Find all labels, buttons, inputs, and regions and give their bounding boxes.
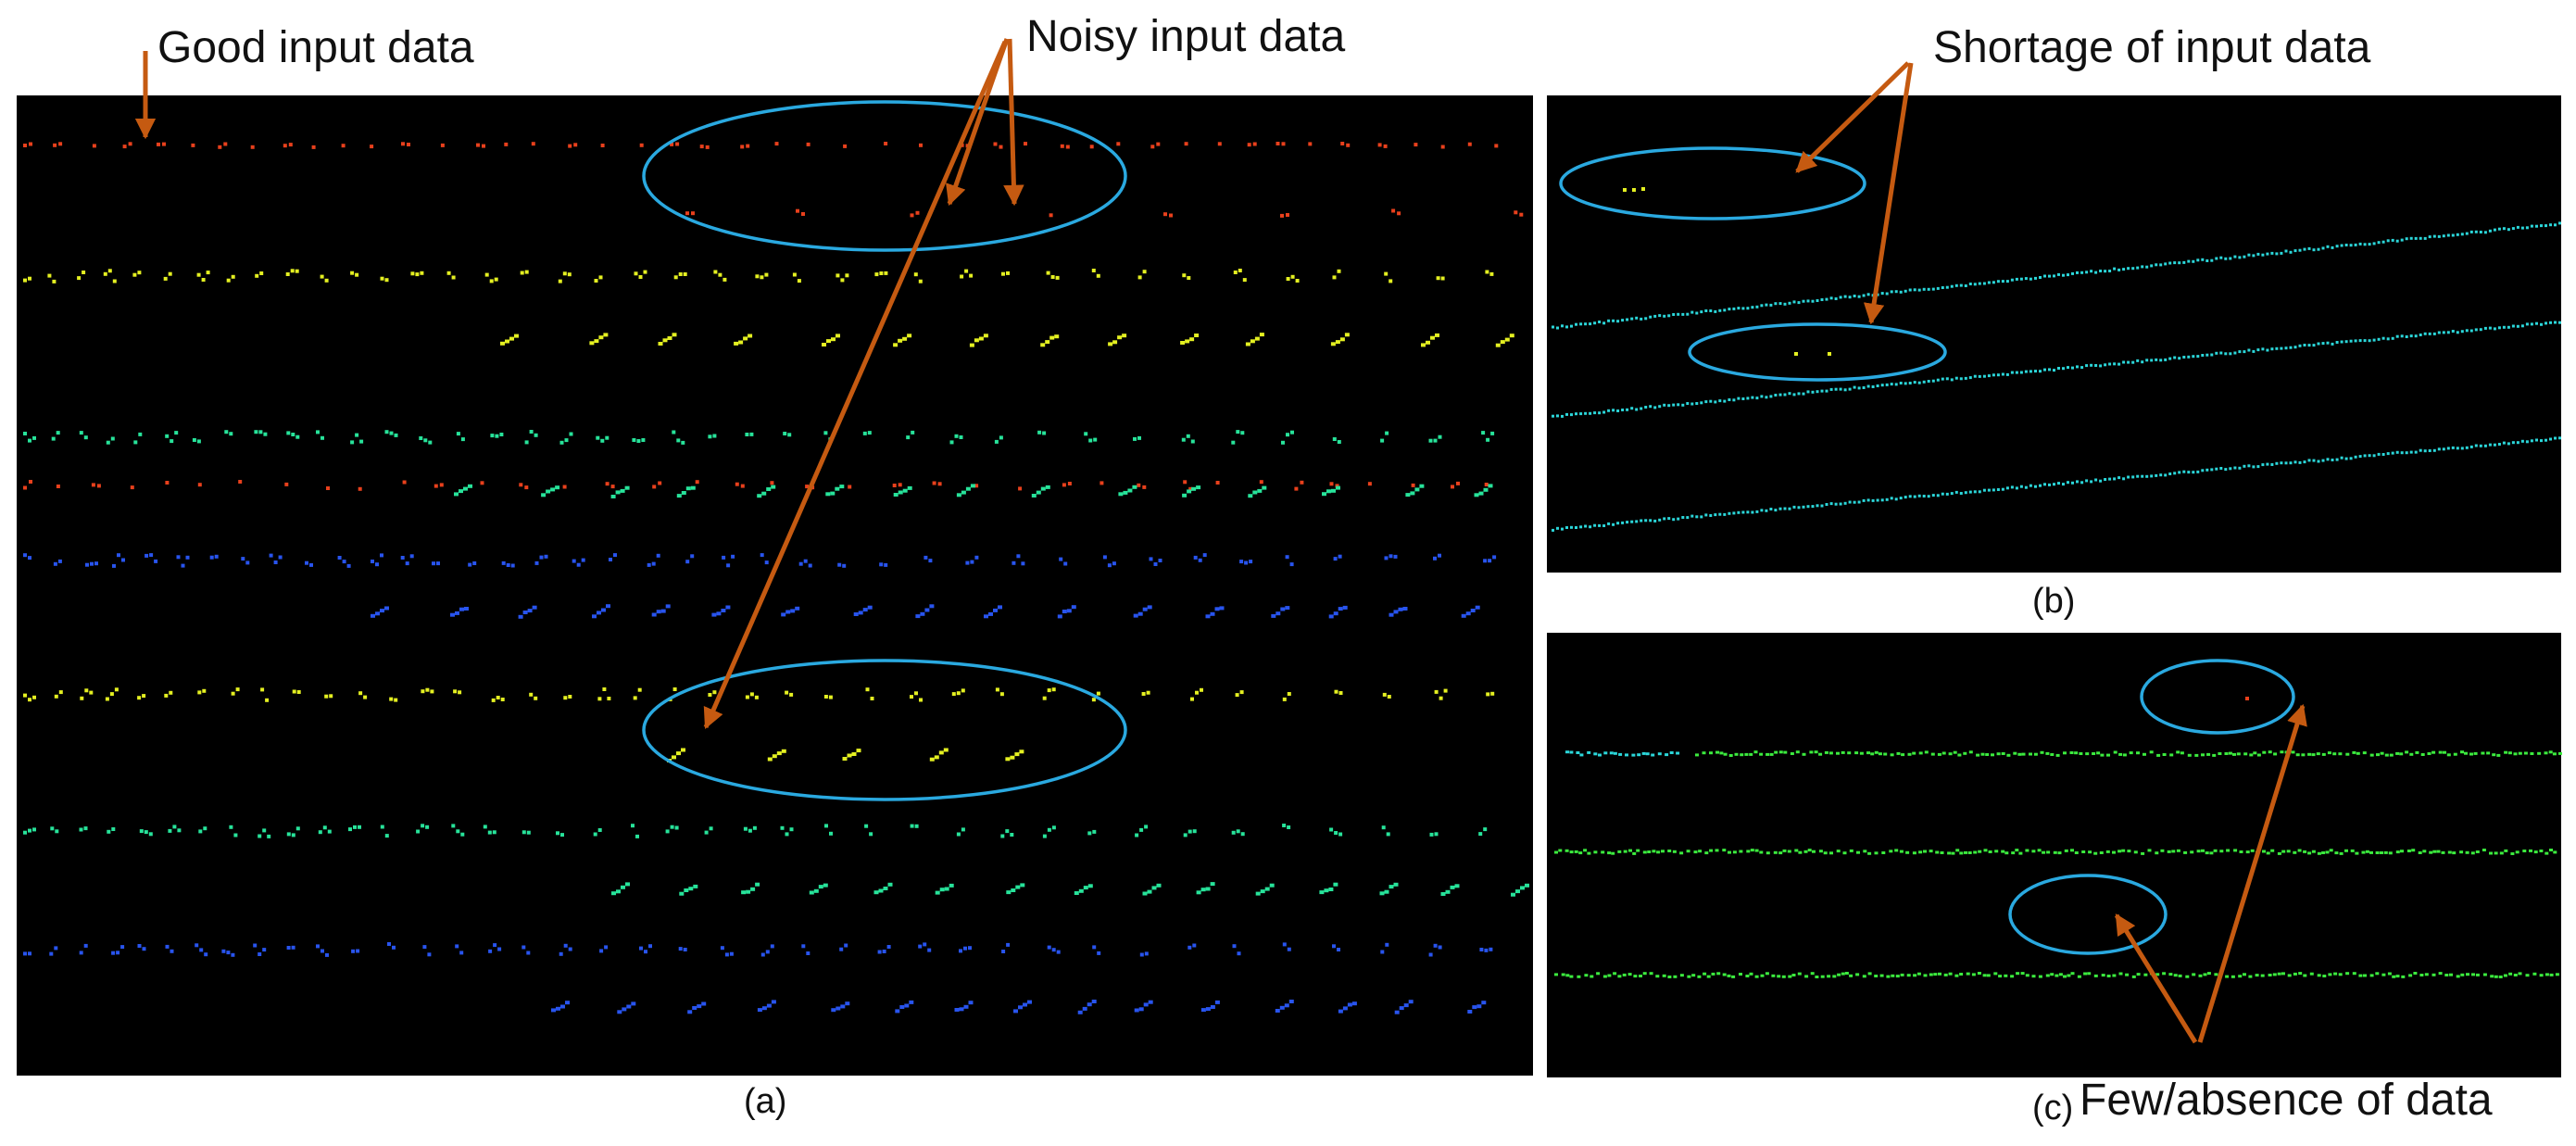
panel-b-points: [1552, 187, 2561, 532]
panel-c: [1547, 633, 2561, 1077]
noisy-arrow-2: [1003, 38, 1024, 207]
noisy-arrow-3: [703, 40, 1008, 730]
few-ellipse-bottom: [2008, 874, 2168, 955]
shortage-input-data-label: Shortage of input data: [1933, 23, 2371, 72]
caption-b: (b): [2032, 582, 2076, 621]
few-absence-data-label: Few/absence of data: [2080, 1076, 2493, 1125]
panel-a-points: [23, 142, 1529, 1014]
few-arrow-2: [2197, 703, 2307, 1043]
noisy-input-data-label: Noisy input data: [1026, 12, 1346, 61]
noisy-arrow-1: [946, 38, 1010, 207]
shortage-ellipse-top: [1559, 146, 1866, 220]
shortage-arrow-1: [1795, 61, 1910, 173]
few-arrow-1: [2114, 913, 2198, 1044]
noisy-ellipse-bottom: [642, 659, 1127, 801]
few-ellipse-top: [2140, 659, 2295, 735]
caption-c: (c): [2032, 1089, 2074, 1127]
panel-b: [1547, 95, 2561, 573]
good-input-data-label: Good input data: [157, 23, 474, 72]
shortage-arrow-2: [1863, 62, 1914, 325]
noisy-ellipse-top: [642, 100, 1127, 252]
shortage-ellipse-middle: [1688, 322, 1947, 382]
panel-a: [17, 95, 1533, 1076]
caption-a: (a): [744, 1082, 787, 1121]
panel-c-points: [1554, 697, 2562, 978]
